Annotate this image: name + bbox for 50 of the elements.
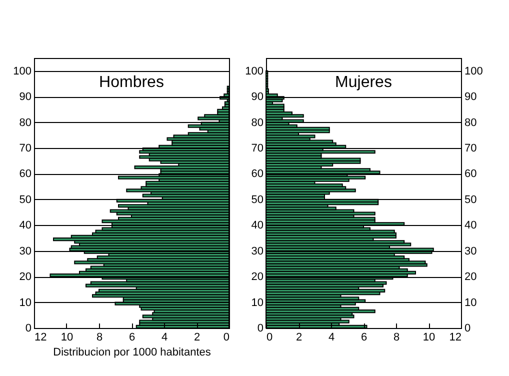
x-tick-label: 0 <box>223 332 230 344</box>
y-tick-label: 100 <box>13 65 32 78</box>
y-tick-label: 40 <box>19 220 32 232</box>
x-tick-label: 6 <box>360 332 368 344</box>
x-tick-label: 10 <box>60 332 74 344</box>
y-tick-label: 10 <box>19 296 32 309</box>
y2-tick-label: 90 <box>464 91 477 104</box>
y2-tick-label: 60 <box>464 168 477 180</box>
y-tick-label: 30 <box>251 245 264 258</box>
x-tick-label: 12 <box>449 332 462 344</box>
y-tick-label: 80 <box>251 116 264 129</box>
y2-tick-label: 30 <box>464 245 477 258</box>
x-tick-label: 2 <box>296 332 302 344</box>
x-tick-label: 8 <box>393 332 400 344</box>
y2-tick-label: 0 <box>464 322 471 334</box>
y-tick-label: 70 <box>19 142 32 154</box>
x-tick-label: 12 <box>34 332 47 344</box>
x-tick-label: 0 <box>266 332 273 344</box>
y-tick-label: 50 <box>251 194 264 206</box>
text: Hombres <box>99 74 164 91</box>
y-tick-label: 60 <box>251 168 264 180</box>
x-tick-label: 4 <box>161 332 168 344</box>
x-tick-label: 4 <box>328 332 335 344</box>
y-tick-label: 20 <box>19 271 32 284</box>
y-tick-label: 10 <box>251 296 264 309</box>
y-tick-label: 100 <box>245 65 264 78</box>
y2-tick-label: 10 <box>464 296 477 309</box>
y-tick-label: 30 <box>19 245 32 258</box>
y2-tick-label: 100 <box>464 65 483 78</box>
y-tick-label: 70 <box>251 142 264 154</box>
y-tick-label: 0 <box>257 322 264 334</box>
x-tick-label: 6 <box>128 332 136 344</box>
y-tick-label: 40 <box>251 220 264 232</box>
y-tick-label: 90 <box>19 91 32 104</box>
y-tick-label: 0 <box>25 322 32 334</box>
y-tick-label: 90 <box>251 91 264 104</box>
y-tick-label: 80 <box>19 116 32 129</box>
y2-tick-label: 40 <box>464 220 477 232</box>
x-axis-title: Distribucion por 1000 habitantes <box>53 346 212 358</box>
x-tick-label: 8 <box>96 332 103 344</box>
y-tick-label: 50 <box>19 194 32 206</box>
x-tick-label: 10 <box>422 332 436 344</box>
x-tick-label: 2 <box>194 332 200 344</box>
y2-tick-label: 80 <box>464 116 477 129</box>
y-tick-label: 60 <box>19 168 32 180</box>
y2-tick-label: 70 <box>464 142 477 154</box>
y2-tick-label: 20 <box>464 271 477 284</box>
y2-tick-label: 50 <box>464 194 477 206</box>
text: Mujeres <box>335 74 392 91</box>
y-tick-label: 20 <box>251 271 264 284</box>
